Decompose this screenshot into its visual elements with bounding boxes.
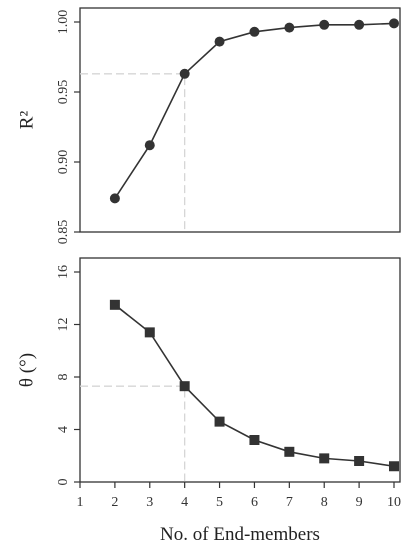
y-tick-label: 0.85 [56,220,71,245]
data-point [179,68,190,79]
y-tick-label: 16 [56,265,71,279]
data-point [109,193,120,204]
y-tick-label: 12 [56,318,71,332]
x-axis-label: No. of End-members [160,524,320,545]
data-point [354,19,365,30]
y-tick-label: 1.00 [56,10,71,35]
guide-line [80,385,186,482]
x-tick-label: 8 [321,495,328,510]
data-point [214,36,225,47]
data-point [284,22,295,33]
x-tick-label: 3 [146,495,153,510]
plot-frame [79,257,401,483]
data-point [354,456,365,466]
data-point [249,26,260,37]
y-axis-label: θ (°) [16,353,37,387]
x-tick-label: 6 [251,495,258,510]
y-tick-label: 0 [56,479,71,486]
guide-line [80,73,186,232]
data-point [319,19,330,30]
x-tick-label: 2 [111,495,118,510]
x-tick-label: 10 [387,495,401,510]
data-point [144,327,155,338]
y-axis-label: R² [16,111,37,130]
y-tick-label: 0.90 [56,150,71,175]
x-tick-label: 9 [356,495,363,510]
y-tick-label: 8 [56,374,71,381]
r2-panel: 0.85 0.90 0.95 1.00 R² [16,7,401,245]
x-tick-label: 5 [216,495,223,510]
data-point [389,461,399,472]
y-tick-label: 4 [56,426,71,433]
data-point [249,435,260,445]
data-point [144,140,155,151]
x-tick-label: 1 [77,495,84,510]
data-point [284,446,295,457]
data-point [109,299,120,310]
x-tick-label: 4 [181,495,188,510]
data-point [214,416,225,427]
plot-frame [79,7,401,233]
data-point [319,453,330,464]
data-point [389,18,399,29]
y-tick-label: 0.95 [56,80,71,105]
x-tick-label: 7 [286,495,293,510]
data-point [179,381,190,392]
series-line [114,22,395,199]
